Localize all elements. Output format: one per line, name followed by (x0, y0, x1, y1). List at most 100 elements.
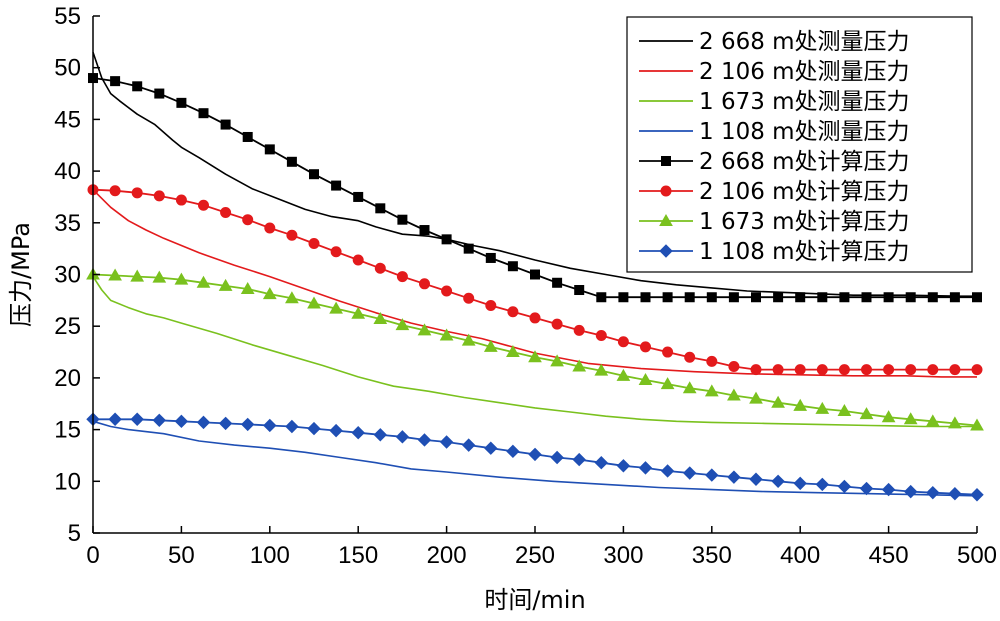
data-point (351, 425, 365, 440)
y-tick-label: 30 (54, 262, 81, 289)
legend-label: 1 673 m处测量压力 (699, 89, 910, 115)
data-point (594, 455, 609, 470)
y-tick-label: 50 (54, 55, 81, 82)
legend-item: 1 108 m处计算压力 (639, 239, 910, 265)
data-point (837, 479, 852, 494)
y-axis-title: 压力/MPa (7, 222, 35, 327)
data-point (839, 292, 850, 303)
x-tick-label: 200 (427, 542, 467, 569)
data-point (905, 292, 916, 303)
data-point (552, 277, 563, 288)
data-point (682, 466, 697, 480)
data-point (727, 388, 741, 401)
x-tick-label: 250 (515, 542, 555, 569)
data-point (286, 156, 297, 167)
data-point (441, 234, 452, 245)
data-point (154, 88, 165, 99)
data-point (948, 487, 962, 501)
data-point (949, 292, 960, 303)
y-tick-label: 15 (54, 417, 81, 444)
data-point (507, 261, 518, 272)
legend-marker (659, 213, 673, 226)
data-point (949, 364, 961, 376)
data-point (461, 333, 476, 346)
data-point (837, 403, 852, 416)
x-tick-label: 50 (168, 542, 195, 569)
data-point (175, 194, 187, 206)
data-point (110, 76, 121, 87)
data-point (463, 292, 475, 304)
data-point (595, 330, 607, 342)
y-tick-label: 40 (54, 158, 81, 185)
data-point (749, 391, 763, 404)
data-point (638, 372, 653, 385)
data-point (439, 328, 454, 341)
data-point (881, 410, 896, 423)
data-point (198, 108, 209, 119)
legend-marker (661, 156, 671, 166)
data-point (529, 312, 541, 324)
data-point (815, 477, 830, 492)
data-point (373, 311, 388, 324)
data-point (662, 292, 673, 303)
data-point (352, 254, 364, 266)
data-point (196, 275, 211, 288)
data-point (617, 336, 629, 348)
data-point (131, 187, 143, 199)
data-point (793, 476, 807, 491)
data-point (374, 262, 386, 274)
data-point (309, 169, 319, 180)
data-point (640, 292, 651, 303)
x-tick-label: 350 (692, 542, 732, 569)
data-point (971, 364, 983, 376)
data-point (727, 470, 741, 484)
data-point (926, 485, 940, 500)
data-point (218, 416, 233, 431)
x-tick-label: 150 (338, 542, 378, 569)
x-tick-label: 450 (869, 542, 909, 569)
data-point (264, 222, 276, 234)
legend-item: 1 673 m处测量压力 (639, 89, 910, 115)
data-point (638, 461, 653, 475)
data-point (463, 243, 474, 254)
y-tick-label: 25 (54, 313, 81, 340)
data-point (417, 433, 432, 447)
data-point (903, 484, 918, 499)
data-point (684, 292, 695, 303)
data-point (528, 350, 542, 363)
data-point (572, 359, 587, 372)
data-point (728, 292, 739, 303)
data-point (132, 81, 143, 92)
y-tick-label: 5 (68, 520, 81, 547)
data-point (461, 438, 476, 452)
data-point (749, 472, 763, 486)
y-tick-label: 45 (54, 106, 81, 133)
data-point (484, 441, 498, 455)
x-tick-label: 0 (86, 542, 99, 569)
legend-item: 2 668 m处计算压力 (639, 149, 910, 175)
data-point (573, 324, 585, 336)
data-point (618, 292, 629, 303)
data-point (307, 296, 321, 309)
data-point (417, 323, 432, 336)
legend-marker (660, 185, 672, 197)
legend-label: 2 668 m处测量压力 (699, 29, 910, 55)
data-point (594, 363, 609, 376)
data-point (373, 428, 388, 442)
y-tick-label: 10 (54, 468, 81, 495)
data-point (771, 395, 785, 408)
data-point (152, 270, 167, 283)
data-point (704, 384, 719, 397)
data-point (130, 412, 144, 426)
data-point (859, 481, 874, 496)
data-point (616, 368, 631, 381)
data-point (684, 351, 696, 363)
data-point (550, 354, 564, 367)
data-point (706, 292, 717, 303)
data-point (925, 414, 940, 427)
legend-item: 2 668 m处测量压力 (639, 29, 910, 55)
legend-label: 2 668 m处计算压力 (699, 149, 910, 175)
data-point (331, 180, 342, 191)
data-point (972, 292, 982, 303)
